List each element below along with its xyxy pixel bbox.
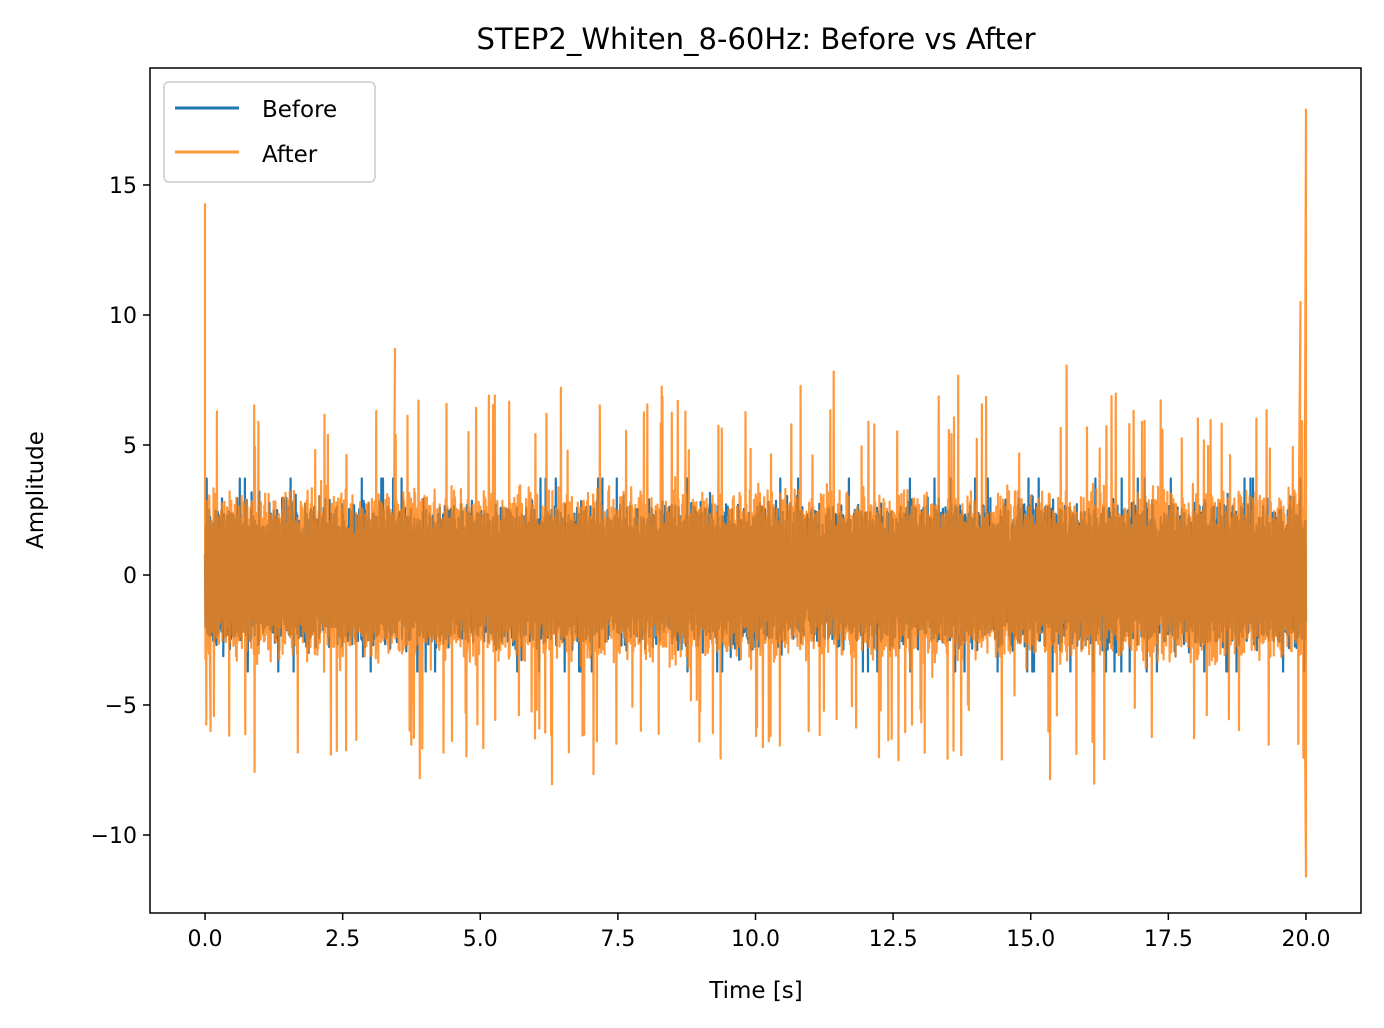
- series-layer: [203, 108, 1308, 878]
- x-axis-label: Time [s]: [708, 978, 803, 1004]
- y-axis: −10 −5 0 5 10 15: [91, 174, 150, 849]
- x-tick-label: 7.5: [600, 927, 635, 952]
- y-tick-label: 0: [123, 564, 137, 589]
- y-tick-label: 10: [109, 304, 137, 329]
- x-axis: 0.0 2.5 5.0 7.5 10.0 12.5 15.0 17.5 20.0: [188, 913, 1330, 952]
- y-axis-label: Amplitude: [23, 431, 49, 549]
- y-tick-label: −5: [105, 694, 137, 719]
- y-tick-label: −10: [91, 824, 137, 849]
- chart-title: STEP2_Whiten_8-60Hz: Before vs After: [476, 22, 1035, 56]
- x-tick-label: 5.0: [463, 927, 498, 952]
- x-tick-label: 20.0: [1281, 927, 1330, 952]
- legend-label-before: Before: [262, 97, 337, 123]
- x-tick-label: 17.5: [1144, 927, 1193, 952]
- x-tick-label: 15.0: [1006, 927, 1055, 952]
- x-tick-label: 12.5: [869, 927, 918, 952]
- legend-label-after: After: [262, 142, 318, 168]
- y-tick-label: 15: [109, 174, 137, 199]
- legend: Before After: [163, 81, 376, 183]
- x-tick-label: 2.5: [325, 927, 360, 952]
- x-tick-label: 0.0: [188, 927, 223, 952]
- series-line-after: [203, 108, 1308, 878]
- x-tick-label: 10.0: [731, 927, 780, 952]
- y-tick-label: 5: [123, 434, 137, 459]
